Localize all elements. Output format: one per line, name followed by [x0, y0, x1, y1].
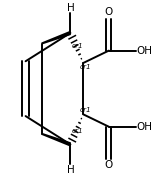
Text: or1: or1	[80, 64, 92, 70]
Text: or1: or1	[72, 43, 84, 49]
Text: O: O	[105, 160, 113, 170]
Polygon shape	[41, 31, 71, 44]
Text: or1: or1	[72, 128, 84, 134]
Text: or1: or1	[80, 107, 92, 113]
Text: O: O	[105, 7, 113, 17]
Text: OH: OH	[137, 122, 153, 132]
Text: OH: OH	[137, 46, 153, 56]
Text: H: H	[67, 165, 74, 175]
Polygon shape	[41, 133, 71, 146]
Text: H: H	[67, 3, 74, 13]
